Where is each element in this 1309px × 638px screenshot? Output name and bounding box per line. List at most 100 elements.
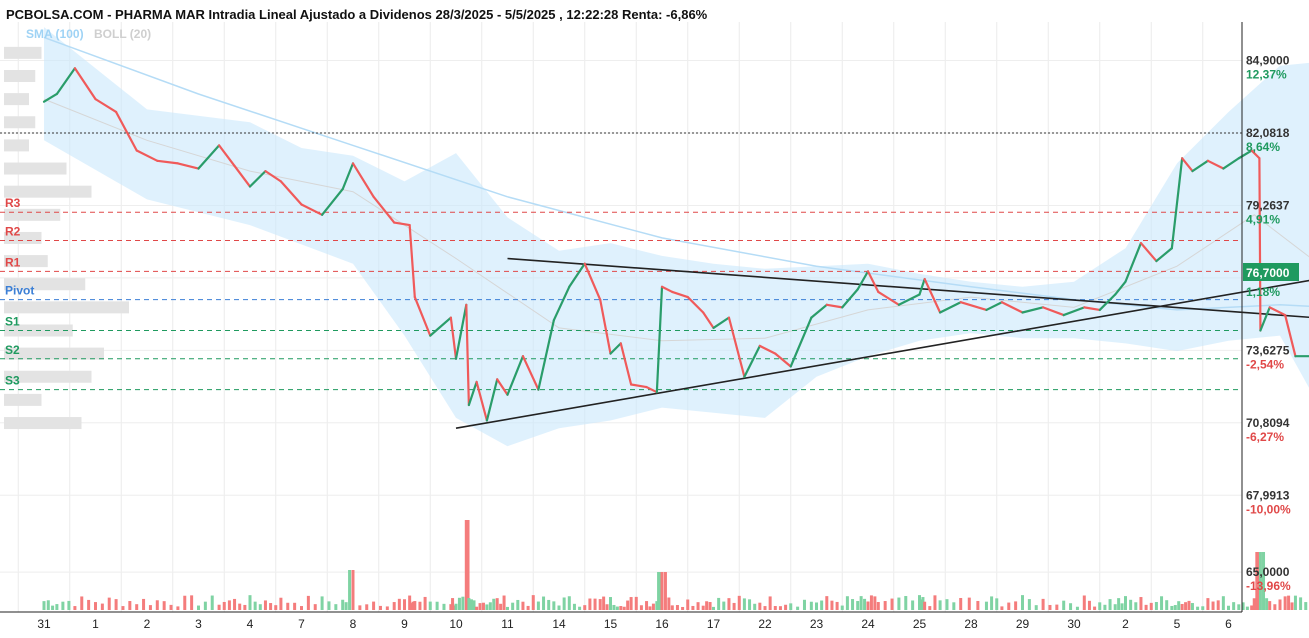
price-line: [42, 67, 1309, 422]
volume-bar: [727, 598, 731, 610]
volume-profile-bar: [4, 185, 92, 198]
price-segment: [341, 162, 355, 191]
x-tick-label: 2: [144, 617, 151, 631]
volume-profile-bar: [4, 393, 42, 406]
volume-bar: [243, 604, 247, 610]
volume-bar: [919, 599, 923, 610]
volume-bar: [418, 601, 422, 610]
volume-bar: [114, 599, 118, 610]
volume-bar: [1177, 601, 1181, 610]
price-segment: [552, 285, 571, 322]
volume-bar: [1082, 595, 1086, 610]
volume-bar: [984, 601, 988, 610]
volume-bar: [55, 604, 59, 610]
price-segment: [1284, 313, 1297, 358]
price-segment: [609, 342, 622, 355]
volume-bar: [612, 604, 616, 610]
volume-bar: [938, 600, 942, 610]
volume-bar: [547, 599, 551, 610]
volume-bar: [1287, 595, 1291, 610]
legend-sma: SMA (100): [26, 27, 84, 41]
price-segment: [496, 378, 509, 396]
price-segment: [1237, 149, 1253, 160]
price-segment: [1258, 157, 1262, 332]
volume-bar: [1184, 602, 1188, 610]
y-tick-percent: -2,54%: [1246, 357, 1284, 371]
price-segment: [372, 195, 396, 224]
volume-bar: [121, 606, 125, 610]
x-tick-label: 10: [449, 617, 463, 631]
price-segment: [758, 344, 777, 355]
volume-profile-bar: [4, 208, 61, 221]
price-segment: [866, 270, 880, 294]
price-segment: [279, 180, 303, 206]
volume-bar: [478, 603, 482, 610]
volume-bar: [1273, 604, 1277, 610]
volume-bar: [796, 606, 800, 610]
x-tick-label: 14: [552, 617, 566, 631]
volume-bar: [778, 606, 782, 610]
volume-bar: [238, 603, 242, 610]
volume-bar: [1290, 602, 1294, 610]
volume-bar: [142, 598, 146, 610]
volume-bar: [732, 602, 736, 610]
volume-bar: [1268, 601, 1272, 610]
volume-bar: [705, 601, 709, 610]
price-segment: [300, 203, 324, 216]
volume-bar: [42, 601, 46, 610]
volume-bar: [784, 604, 788, 610]
volume-bar: [1232, 602, 1236, 610]
volume-bar: [279, 597, 283, 610]
volume-bar: [923, 601, 927, 610]
level-label-r3: R3: [5, 196, 21, 210]
volume-bar: [626, 600, 630, 610]
volume-bar: [622, 606, 626, 610]
volume-bar: [856, 601, 860, 610]
price-segment: [619, 342, 633, 386]
volume-bar: [1134, 602, 1138, 610]
volume-bar: [1187, 600, 1191, 610]
volume-bar: [1216, 600, 1220, 610]
volume-bar: [866, 601, 870, 610]
volume-bar: [203, 601, 207, 610]
volume-bar: [197, 605, 200, 610]
volume-bar: [461, 596, 465, 610]
price-segment: [1155, 247, 1173, 263]
volume-bar: [629, 597, 633, 610]
price-segment: [702, 311, 715, 330]
volume-bar: [990, 596, 994, 610]
volume-bar: [1299, 597, 1303, 610]
volume-bar: [1075, 606, 1079, 610]
volume-profile-bar: [4, 347, 104, 360]
volume-bar: [578, 606, 582, 610]
volume-bar: [945, 599, 949, 610]
price-segment: [1222, 157, 1240, 170]
price-segment: [42, 92, 58, 103]
volume-bar: [485, 604, 489, 610]
volume-bar: [467, 598, 471, 610]
price-segment: [454, 303, 468, 360]
volume-bar: [918, 595, 921, 610]
price-segment: [506, 355, 525, 396]
volume-bar: [840, 605, 844, 610]
volume-bar: [344, 602, 348, 610]
volume-bar: [890, 598, 894, 610]
volume-bar: [768, 596, 772, 610]
volume-bar: [712, 606, 715, 610]
price-segment: [1114, 280, 1127, 296]
volume-bar: [897, 597, 901, 610]
volume-bar: [1098, 602, 1102, 610]
price-segment: [1062, 306, 1086, 317]
volume-bar: [670, 605, 674, 610]
volume-profile-bar: [4, 69, 36, 82]
volume-bar: [1173, 605, 1177, 610]
x-tick-label: 7: [298, 617, 305, 631]
volume-bar: [169, 604, 173, 610]
volume-bar: [1190, 603, 1194, 610]
pivot-levels: R3 R2 R1 Pivot S1 S2 S3: [0, 196, 1242, 391]
volume-bar: [1062, 600, 1066, 610]
level-label-s2: S2: [5, 343, 20, 357]
volume-bar: [469, 599, 473, 610]
volume-profile-bar: [4, 301, 129, 314]
